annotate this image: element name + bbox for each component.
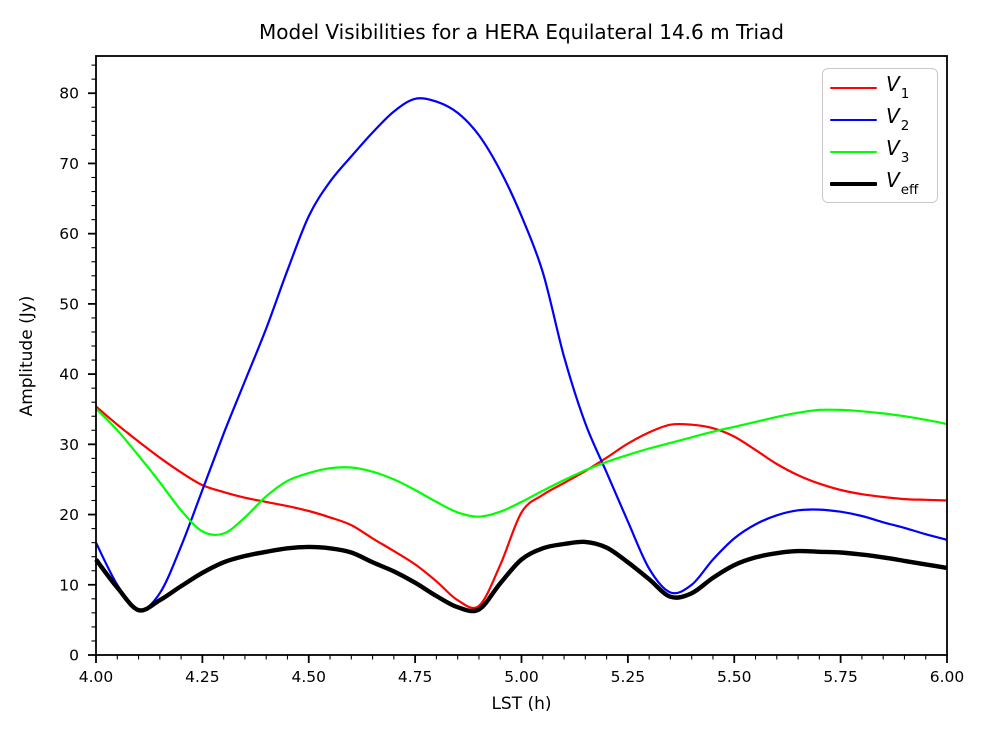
legend-label-v1: V1 [886,72,910,102]
x-axis-label: LST (h) [491,694,552,714]
legend-line-v1 [830,86,877,90]
legend-line-v2 [830,118,877,122]
legend-line-v3 [830,150,877,154]
y-tick-label: 40 [59,366,79,384]
chart-title: Model Visibilities for a HERA Equilatera… [259,20,784,44]
legend-entry-v3: V3 [823,136,937,168]
legend-label-v2: V2 [886,104,910,134]
y-tick-label: 0 [69,647,79,665]
x-tick-label: 5.75 [823,668,858,686]
x-tick-label: 5.50 [717,668,752,686]
x-tick-label: 5.00 [504,668,539,686]
y-tick-label: 70 [59,155,79,173]
y-tick-label: 60 [59,225,79,243]
x-tick-label: 5.25 [611,668,646,686]
x-tick-label: 6.00 [930,668,965,686]
y-tick-label: 50 [59,295,79,313]
plot-line-veff [94,539,948,614]
legend: V1 V2 V3 Veff [822,68,938,203]
y-tick-label: 30 [59,436,79,454]
x-tick-label: 4.25 [185,668,220,686]
plot-line-v3 [95,407,948,537]
legend-label-veff: Veff [886,168,919,198]
plot-line-v2 [95,97,948,612]
y-axis-label: Amplitude (Jy) [17,295,37,417]
y-tick-label: 20 [59,506,79,524]
x-tick-label: 4.50 [291,668,326,686]
legend-line-veff [830,181,877,187]
legend-entry-v1: V1 [823,72,937,104]
legend-label-v3: V3 [886,136,910,166]
y-tick-label: 80 [59,85,79,103]
y-tick-label: 10 [59,576,79,594]
x-tick-label: 4.00 [79,668,114,686]
plot-border [95,55,948,656]
legend-entry-veff: Veff [823,168,937,200]
legend-entry-v2: V2 [823,104,937,136]
x-tick-label: 4.75 [398,668,433,686]
plot-line-v1 [95,405,948,610]
